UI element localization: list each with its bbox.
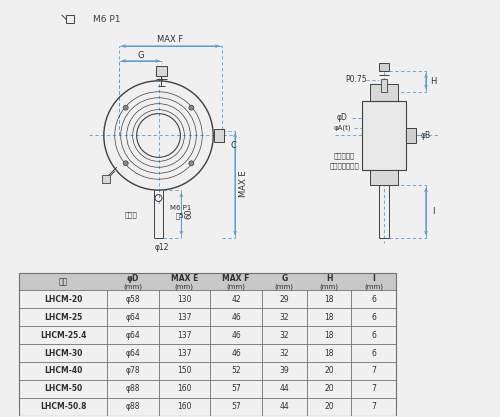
Text: φ12: φ12 [154, 243, 168, 252]
Text: G: G [281, 274, 287, 283]
Text: 20: 20 [324, 402, 334, 411]
Text: 160: 160 [177, 402, 192, 411]
Bar [370, 170, 398, 185]
Text: MAX F: MAX F [222, 274, 250, 283]
Text: 32: 32 [280, 313, 289, 322]
Text: LHCM-25: LHCM-25 [44, 313, 82, 322]
Bar [102, 175, 110, 183]
Text: 6: 6 [372, 331, 376, 340]
Text: 160: 160 [177, 384, 192, 393]
Text: 18: 18 [324, 295, 334, 304]
Text: 60: 60 [185, 208, 194, 219]
Text: 137: 137 [177, 313, 192, 322]
Text: 130: 130 [177, 295, 192, 304]
Circle shape [123, 161, 128, 166]
Text: 46: 46 [231, 349, 241, 357]
Text: φA(t): φA(t) [334, 124, 351, 131]
Text: 52: 52 [232, 367, 241, 375]
Text: φ58: φ58 [126, 295, 140, 304]
Text: LHCM-20: LHCM-20 [44, 295, 82, 304]
Circle shape [189, 105, 194, 110]
Text: φD: φD [337, 113, 348, 122]
Text: LHCM-40: LHCM-40 [44, 367, 82, 375]
Text: 18: 18 [324, 313, 334, 322]
Text: H: H [326, 274, 332, 283]
Bar [20, 273, 396, 291]
Text: 6: 6 [372, 349, 376, 357]
Text: φ64: φ64 [126, 313, 140, 322]
Text: I: I [372, 274, 375, 283]
Text: MAX E: MAX E [170, 274, 198, 283]
Text: φ88: φ88 [126, 402, 140, 411]
Text: 39: 39 [280, 367, 289, 375]
Text: M6 P1: M6 P1 [93, 15, 120, 24]
Circle shape [123, 105, 128, 110]
Text: 20: 20 [324, 367, 334, 375]
Text: 深5: 深5 [176, 213, 184, 219]
Text: (mm): (mm) [364, 283, 384, 290]
Text: LHCM-30: LHCM-30 [44, 349, 82, 357]
Text: φ88: φ88 [126, 384, 140, 393]
Bar [156, 66, 168, 76]
Text: (mm): (mm) [226, 283, 246, 290]
Text: 7: 7 [372, 402, 376, 411]
Text: 7: 7 [372, 384, 376, 393]
Text: 46: 46 [231, 313, 241, 322]
Text: φ64: φ64 [126, 349, 140, 357]
Text: 32: 32 [280, 331, 289, 340]
Text: 137: 137 [177, 349, 192, 357]
Text: LHCM-25.4: LHCM-25.4 [40, 331, 86, 340]
Text: (mm): (mm) [175, 283, 194, 290]
Bar [380, 63, 389, 71]
Bar [406, 128, 416, 143]
Bar [362, 101, 406, 170]
Text: 44: 44 [280, 402, 289, 411]
Text: (mm): (mm) [320, 283, 338, 290]
Bar [370, 84, 398, 101]
Text: 42: 42 [232, 295, 241, 304]
Text: 57: 57 [231, 384, 241, 393]
Text: 57: 57 [231, 402, 241, 411]
Text: 29: 29 [280, 295, 289, 304]
Text: 18: 18 [324, 331, 334, 340]
Bar [66, 15, 74, 23]
Text: 6: 6 [372, 313, 376, 322]
Text: φD: φD [126, 274, 139, 283]
Text: LHCM-50.8: LHCM-50.8 [40, 402, 86, 411]
Text: 46: 46 [231, 331, 241, 340]
Text: φ64: φ64 [126, 331, 140, 340]
Text: G: G [138, 50, 144, 60]
Text: 32: 32 [280, 349, 289, 357]
Text: C: C [230, 141, 236, 150]
Text: φB: φB [421, 131, 431, 140]
Text: P0.75: P0.75 [346, 75, 367, 84]
Bar [214, 128, 224, 143]
Text: 150: 150 [177, 367, 192, 375]
Text: (mm): (mm) [123, 283, 142, 290]
Text: 7: 7 [372, 367, 376, 375]
Bar [20, 273, 396, 416]
Text: φ78: φ78 [126, 367, 140, 375]
Text: MAX F: MAX F [158, 35, 184, 44]
Text: 20: 20 [324, 384, 334, 393]
Text: (mm): (mm) [275, 283, 294, 290]
Text: 品番: 品番 [58, 277, 68, 286]
Text: M6 P1: M6 P1 [170, 205, 191, 211]
Text: 18: 18 [324, 349, 334, 357]
Text: LHCM-50: LHCM-50 [44, 384, 82, 393]
Text: 44: 44 [280, 384, 289, 393]
Text: 6: 6 [372, 295, 376, 304]
Text: MAX E: MAX E [238, 171, 248, 198]
Bar [382, 79, 387, 92]
Text: I: I [432, 207, 434, 216]
Text: 137: 137 [177, 331, 192, 340]
Text: 跳し穴: 跳し穴 [124, 212, 137, 218]
Text: H: H [430, 77, 436, 86]
Circle shape [189, 161, 194, 166]
Text: デルリンリング: デルリンリング [330, 162, 360, 168]
Text: ネジリング: ネジリング [334, 152, 355, 158]
